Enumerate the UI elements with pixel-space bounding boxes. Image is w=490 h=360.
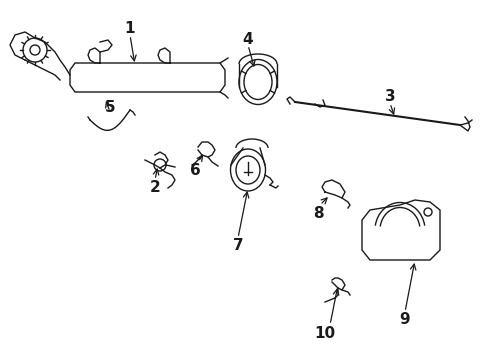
Text: 9: 9 [400,312,410,328]
Text: 8: 8 [313,206,323,220]
Text: 3: 3 [385,89,395,104]
Text: 1: 1 [125,21,135,36]
Text: 5: 5 [105,99,115,114]
Text: 10: 10 [315,325,336,341]
Text: 6: 6 [190,162,200,177]
Text: 2: 2 [149,180,160,194]
Text: 4: 4 [243,32,253,46]
Text: 7: 7 [233,238,244,252]
